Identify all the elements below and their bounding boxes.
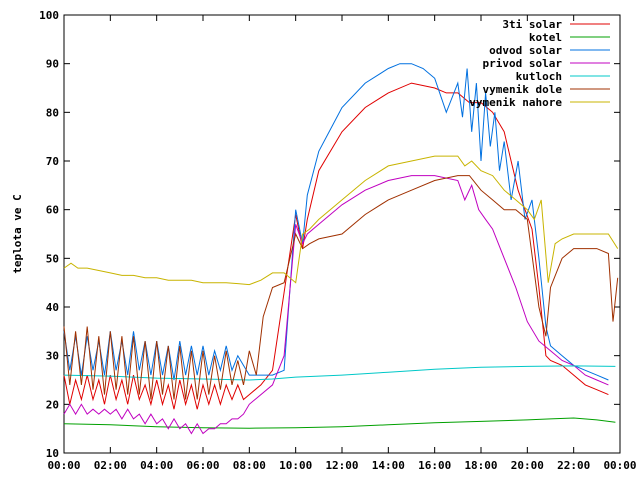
- y-tick-label: 50: [46, 252, 59, 265]
- x-tick-label: 06:00: [186, 459, 219, 472]
- y-tick-label: 90: [46, 58, 59, 71]
- series-line-1: [63, 417, 616, 429]
- y-tick-label: 100: [39, 9, 59, 22]
- x-tick-label: 18:00: [464, 459, 497, 472]
- x-tick-label: 20:00: [511, 459, 544, 472]
- y-tick-label: 10: [46, 447, 59, 460]
- x-tick-label: 00:00: [47, 459, 80, 472]
- y-tick-label: 40: [46, 301, 59, 314]
- legend-label-6: vymenik nahore: [469, 96, 562, 109]
- series-line-6: [63, 155, 619, 286]
- x-tick-label: 12:00: [325, 459, 358, 472]
- series-lines: [63, 63, 619, 435]
- x-tick-label: 02:00: [94, 459, 127, 472]
- series-line-5: [63, 175, 619, 400]
- x-tick-label: 10:00: [279, 459, 312, 472]
- x-tick-label: 04:00: [140, 459, 173, 472]
- legend-label-1: kotel: [529, 31, 562, 44]
- series-line-2: [63, 63, 609, 381]
- x-tick-label: 00:00: [603, 459, 636, 472]
- legend-label-3: privod solar: [483, 57, 563, 70]
- y-tick-label: 60: [46, 204, 59, 217]
- y-tick-label: 70: [46, 155, 59, 168]
- y-axis-title: teplota ve C: [11, 194, 24, 273]
- series-line-4: [63, 365, 616, 381]
- x-tick-label: 08:00: [233, 459, 266, 472]
- series-line-3: [63, 175, 609, 435]
- x-tick-label: 14:00: [372, 459, 405, 472]
- y-tick-label: 80: [46, 106, 59, 119]
- legend-label-5: vymenik dole: [483, 83, 563, 96]
- y-tick-label: 30: [46, 350, 59, 363]
- axes: 10 20 30 40 50 60 70 80 90 100 00:00 02:00 04:00 06:0…: [39, 9, 636, 472]
- series-line-0: [63, 82, 609, 410]
- y-tick-label: 20: [46, 398, 59, 411]
- legend-label-0: 3ti solar: [502, 18, 562, 31]
- x-tick-label: 22:00: [557, 459, 590, 472]
- legend-label-4: kutloch: [516, 70, 562, 83]
- legend-label-2: odvod solar: [489, 44, 562, 57]
- x-tick-label: 16:00: [418, 459, 451, 472]
